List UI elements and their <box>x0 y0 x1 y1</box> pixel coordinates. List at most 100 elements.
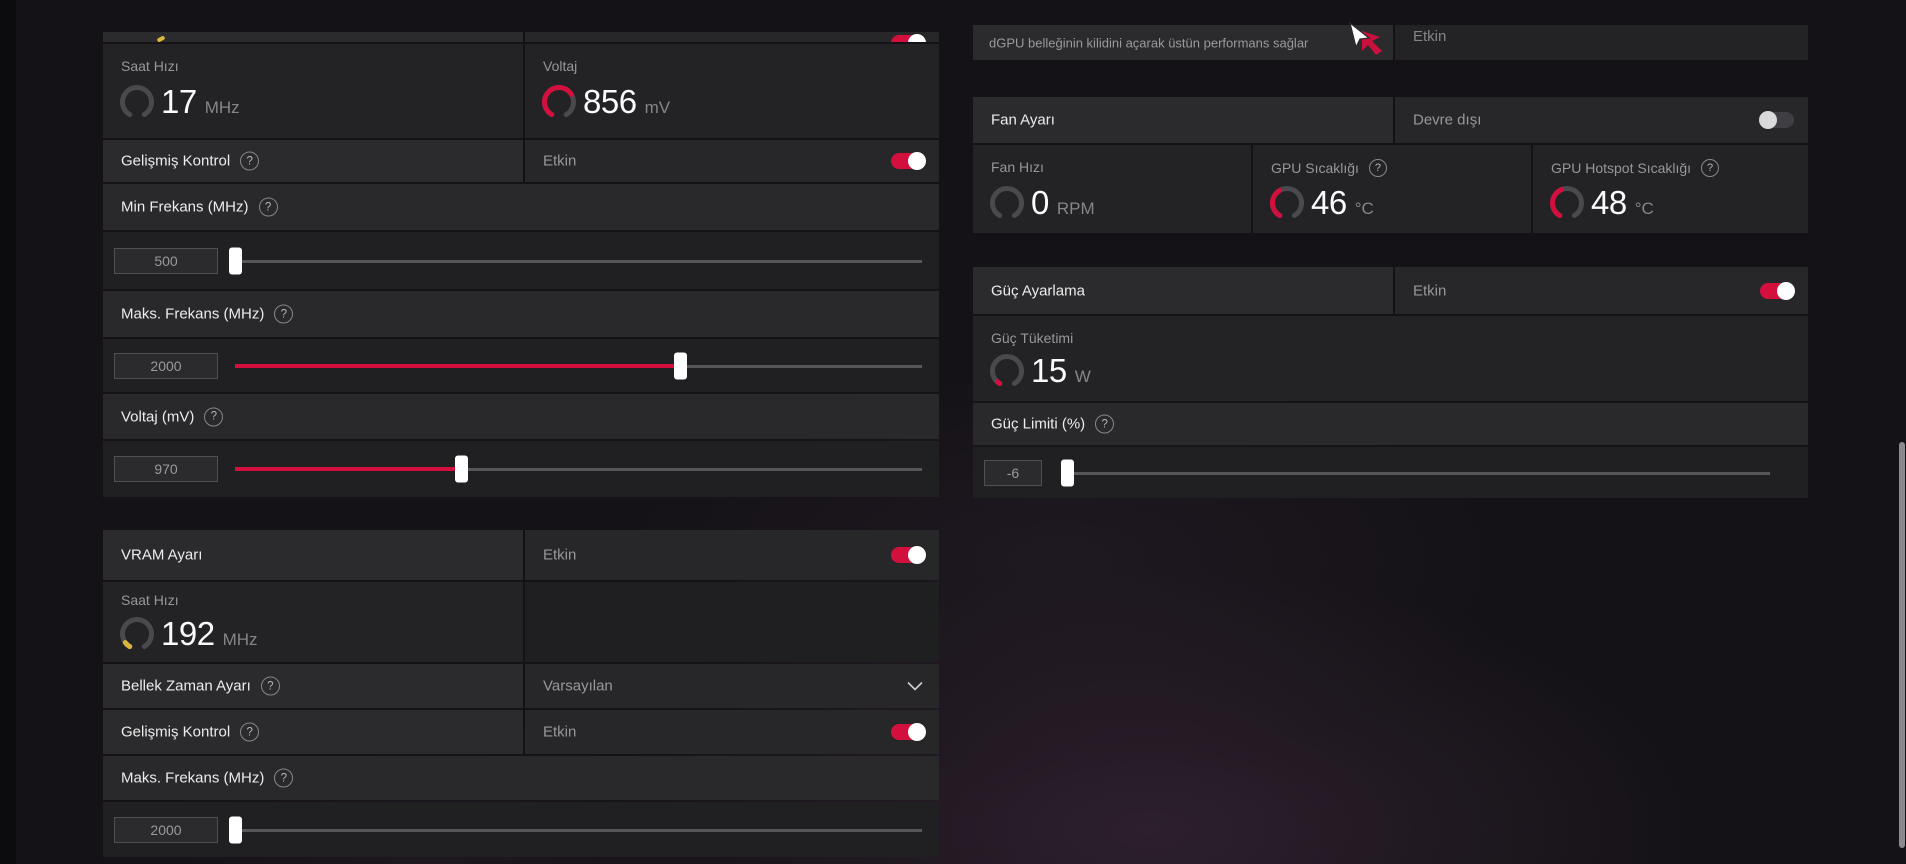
vram-advanced-status-cell: Etkin <box>525 710 939 754</box>
toggle-knob <box>908 546 926 564</box>
vram-card: VRAM Ayarı Etkin Saat Hızı 192 MHz <box>103 530 939 857</box>
vram-advanced-title-cell: Gelişmiş Kontrol? <box>103 710 523 754</box>
voltage-label: Voltaj (mV) <box>121 408 195 425</box>
gpu-clock-gauge-icon <box>120 85 154 118</box>
scrollbar-thumb[interactable] <box>1899 442 1905 848</box>
vram-clock-gauge-icon <box>120 617 154 650</box>
power-gauge-icon <box>990 354 1024 387</box>
power-title-cell: Güç Ayarlama <box>973 267 1393 314</box>
gpu-temp-stat: GPU Sıcaklığı? 46 °C <box>1253 145 1531 233</box>
voltage-input[interactable] <box>114 456 218 482</box>
memory-timing-value: Varsayılan <box>543 677 613 695</box>
max-freq-input[interactable] <box>114 352 218 379</box>
voltage-slider-track[interactable] <box>235 468 922 471</box>
power-limit-input[interactable] <box>984 459 1042 486</box>
toggle-knob <box>1777 281 1795 300</box>
memory-timing-select[interactable]: Varsayılan <box>525 664 939 708</box>
power-consumption-label: Güç Tüketimi <box>991 330 1074 346</box>
min-freq-header: Min Frekans (MHz)? <box>103 184 939 230</box>
power-toggle[interactable] <box>1760 281 1795 300</box>
vram-max-freq-input[interactable] <box>114 816 218 843</box>
vram-max-freq-header: Maks. Frekans (MHz)? <box>103 756 939 800</box>
vram-status-cell: Etkin <box>525 530 939 580</box>
fan-speed-gauge-icon <box>990 186 1024 219</box>
gpu-voltage-gauge-icon <box>542 85 576 118</box>
power-card: Güç Ayarlama Etkin Güç Tüketimi 15 W Güç… <box>973 267 1808 498</box>
gpu-advanced-row: Gelişmiş Kontrol? Etkin <box>103 140 939 182</box>
power-status-cell: Etkin <box>1395 267 1808 314</box>
toggle-knob <box>908 152 926 170</box>
power-stat-row: Güç Tüketimi 15 W <box>973 316 1808 401</box>
min-freq-slider-track[interactable] <box>235 259 922 263</box>
vram-advanced-toggle[interactable] <box>891 723 926 741</box>
gpu-hotspot-gauge-icon <box>1550 186 1584 219</box>
voltage-header: Voltaj (mV)? <box>103 394 939 439</box>
help-icon[interactable]: ? <box>260 676 280 696</box>
help-icon[interactable]: ? <box>1368 159 1387 177</box>
power-limit-label: Güç Limiti (%) <box>991 415 1086 433</box>
gpu-stat-row: Saat Hızı 17 MHz Voltaj 856 mV <box>103 44 939 138</box>
fan-title: Fan Ayarı <box>991 111 1055 129</box>
gpu-advanced-title-cell: Gelişmiş Kontrol? <box>103 140 523 182</box>
help-icon[interactable]: ? <box>274 768 294 788</box>
power-limit-header: Güç Limiti (%)? <box>973 403 1808 445</box>
power-limit-slider-track[interactable] <box>1071 471 1770 475</box>
gpu-advanced-status-cell: Etkin <box>525 140 939 182</box>
gpu-clock-value: 17 <box>161 83 197 120</box>
max-freq-label: Maks. Frekans (MHz) <box>121 305 265 323</box>
vram-max-freq-slider-handle[interactable] <box>229 816 242 843</box>
help-icon[interactable]: ? <box>240 151 260 171</box>
power-value: 15 <box>1031 352 1067 389</box>
toggle-knob <box>908 34 926 42</box>
memory-timing-label: Bellek Zaman Ayarı <box>121 677 251 695</box>
power-title: Güç Ayarlama <box>991 282 1085 299</box>
vram-clock-label: Saat Hızı <box>121 592 179 608</box>
vram-advanced-label: Gelişmiş Kontrol <box>121 723 231 741</box>
voltage-slider-handle[interactable] <box>455 455 468 483</box>
gpu-clock-label: Saat Hızı <box>121 58 179 74</box>
vram-clock-unit: MHz <box>222 630 258 649</box>
gpu-advanced-toggle[interactable] <box>891 152 926 170</box>
chevron-down-icon[interactable] <box>907 681 923 691</box>
gpu-clipped-row <box>103 32 939 42</box>
smart-access-subtitle: dGPU belleğinin kilidini açarak üstün pe… <box>989 35 1309 50</box>
memory-timing-title-cell: Bellek Zaman Ayarı? <box>103 664 523 708</box>
fan-toggle[interactable] <box>1759 111 1794 129</box>
smart-access-card: dGPU belleğinin kilidini açarak üstün pe… <box>973 25 1808 60</box>
gpu-voltage-stat: Voltaj 856 mV <box>525 44 939 138</box>
fan-status: Devre dışı <box>1413 111 1482 129</box>
vram-toggle[interactable] <box>891 546 926 564</box>
power-limit-slider-handle[interactable] <box>1061 459 1074 486</box>
gpu-temp-value: 46 <box>1311 184 1347 221</box>
help-icon[interactable]: ? <box>240 722 260 742</box>
help-icon[interactable]: ? <box>258 197 278 217</box>
min-freq-slider-handle[interactable] <box>229 247 242 274</box>
gpu-voltage-value: 856 <box>583 83 637 120</box>
help-icon[interactable]: ? <box>1095 414 1115 434</box>
vram-max-freq-slider-track[interactable] <box>235 828 922 832</box>
fan-title-row: Fan Ayarı Devre dışı <box>973 97 1808 143</box>
fan-speed-unit: RPM <box>1056 199 1095 218</box>
gpu-hotspot-unit: °C <box>1634 199 1654 218</box>
max-freq-slider-handle[interactable] <box>674 352 687 379</box>
warning-tick-icon <box>156 35 166 42</box>
power-unit: W <box>1074 367 1091 386</box>
smart-access-status-cell: Etkin <box>1395 25 1808 60</box>
toggle-knob <box>1759 111 1777 129</box>
vram-max-freq-slider-row <box>103 802 939 857</box>
gpu-tuning-card: Saat Hızı 17 MHz Voltaj 856 mV <box>103 0 939 497</box>
min-freq-input[interactable] <box>114 247 218 274</box>
power-title-row: Güç Ayarlama Etkin <box>973 267 1808 314</box>
vram-advanced-status: Etkin <box>543 723 577 741</box>
vram-status: Etkin <box>543 546 577 564</box>
help-icon[interactable]: ? <box>1701 159 1720 177</box>
power-limit-slider-row <box>973 447 1808 498</box>
gpu-hotspot-stat: GPU Hotspot Sıcaklığı? 48 °C <box>1533 145 1808 233</box>
help-icon[interactable]: ? <box>274 304 294 324</box>
mouse-cursor-icon <box>1348 21 1382 55</box>
gpu-clipped-right-cell <box>525 32 939 42</box>
clipped-toggle[interactable] <box>891 34 926 42</box>
help-icon[interactable]: ? <box>204 407 224 426</box>
fan-title-cell: Fan Ayarı <box>973 97 1393 143</box>
